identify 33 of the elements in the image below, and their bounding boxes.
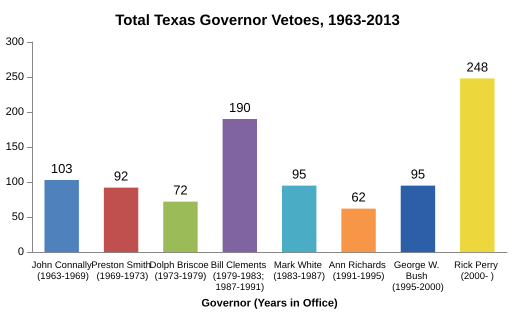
bar <box>400 186 436 252</box>
x-tick-label: Preston Smith (1969-1973) <box>91 260 151 282</box>
x-tick-label: Ann Richards (1991-1995) <box>328 260 388 282</box>
x-tick-label: Bill Clements (1979-1983; 1987-1991) <box>210 260 269 294</box>
bar <box>163 202 198 252</box>
bar <box>44 180 79 252</box>
data-label: 248 <box>466 59 488 74</box>
data-label: 95 <box>292 166 306 182</box>
bar <box>341 208 376 252</box>
x-axis-title: Governor (Years in Office) <box>201 298 338 310</box>
data-label: 62 <box>351 190 366 205</box>
x-tick-label: John Connally (1963-1969) <box>32 260 92 282</box>
y-tick-label: 50 <box>12 211 24 224</box>
data-label: 92 <box>114 168 128 184</box>
data-label: 72 <box>173 182 188 198</box>
bar <box>222 119 258 252</box>
x-tick-label: Rick Perry (2000- ) <box>454 260 501 282</box>
x-tick-label: Mark White (1983-1987) <box>273 260 326 282</box>
y-tick-label: 250 <box>6 71 24 84</box>
x-tick-label: Dolph Briscoe (1973-1979) <box>150 260 212 282</box>
y-tick-label: 0 <box>18 246 24 258</box>
chart-title: Total Texas Governor Vetoes, 1963-2013 <box>115 12 400 29</box>
y-tick-label: 300 <box>6 36 24 48</box>
y-tick-label: 100 <box>6 176 24 188</box>
y-tick-label: 150 <box>6 141 24 154</box>
y-tick-label: 200 <box>6 106 24 118</box>
data-label: 95 <box>410 166 426 182</box>
bar <box>460 78 495 252</box>
data-label: 190 <box>228 100 251 116</box>
bar <box>104 188 138 252</box>
bar <box>282 186 316 252</box>
data-label: 103 <box>50 160 73 176</box>
x-tick-label: George W. Bush (1995-2000) <box>392 260 444 294</box>
